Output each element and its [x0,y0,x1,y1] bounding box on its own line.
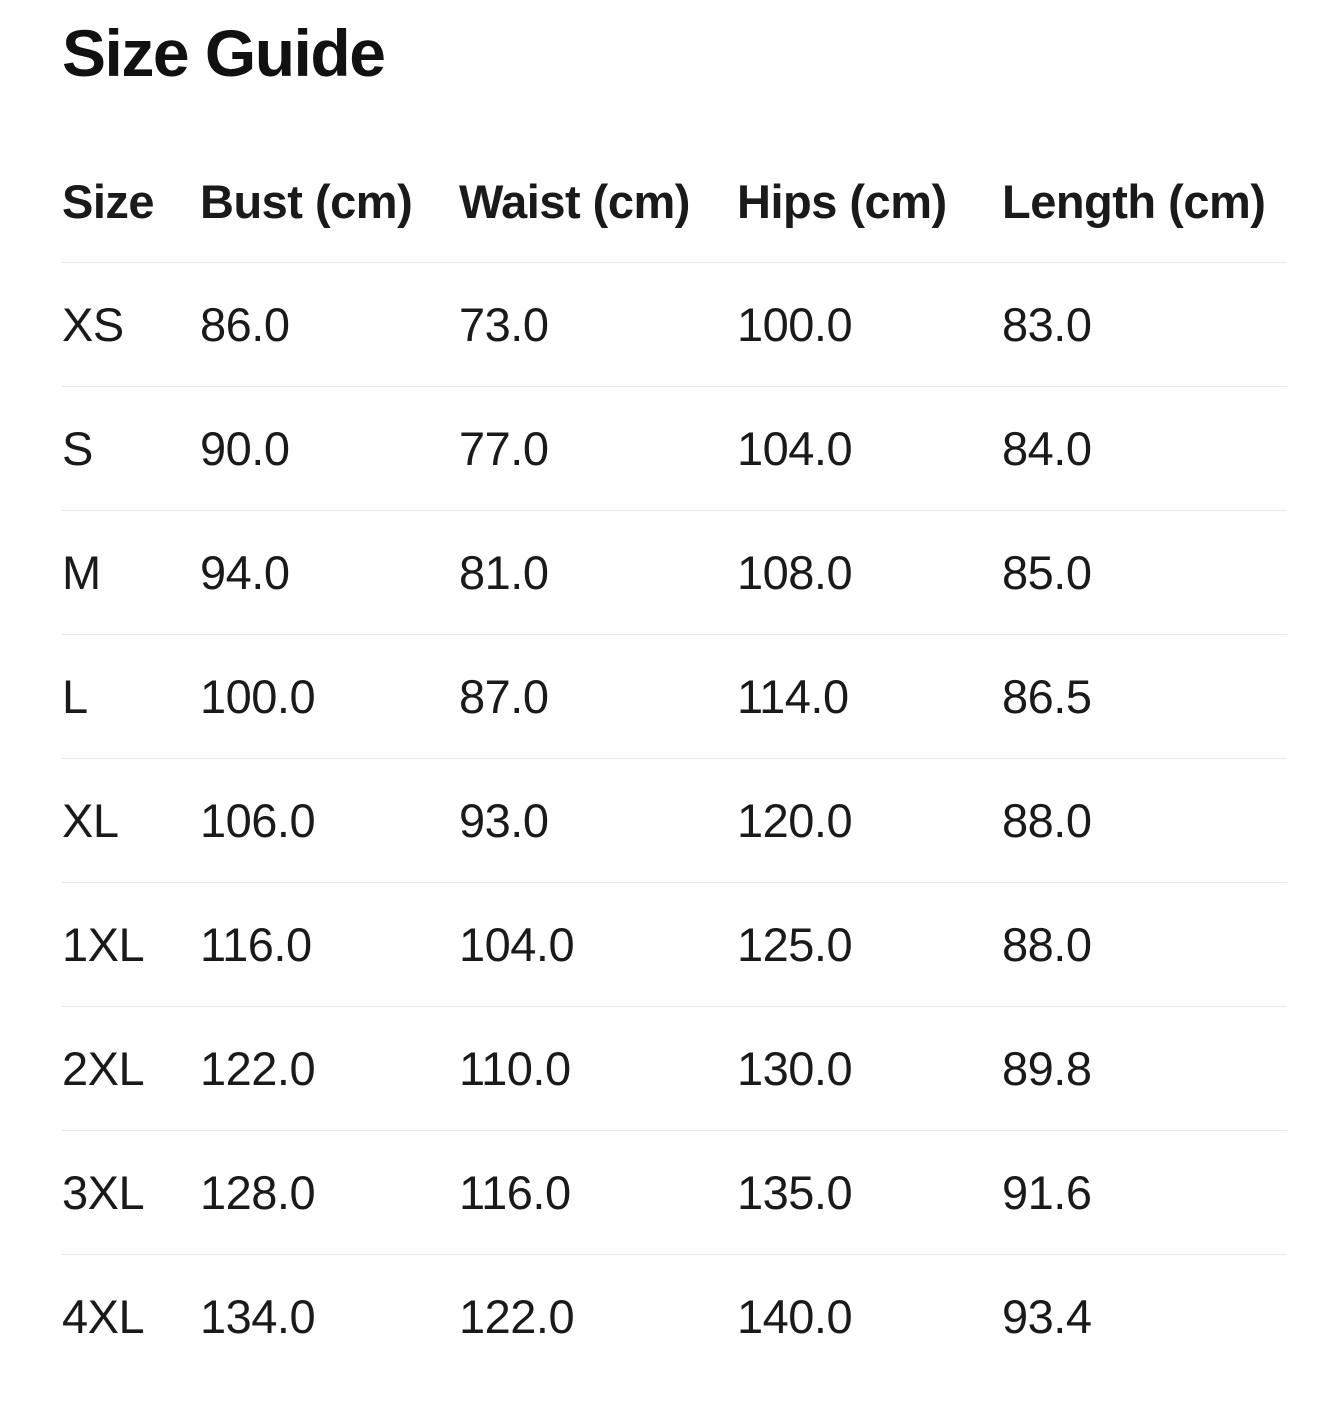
cell-waist: 93.0 [459,758,737,883]
cell-length: 89.8 [1002,1006,1287,1131]
column-header-bust: Bust (cm) [200,140,459,263]
cell-hips: 125.0 [737,882,1002,1007]
cell-waist: 77.0 [459,386,737,511]
table-row: XL 106.0 93.0 120.0 88.0 [62,758,1287,883]
column-header-size: Size [62,140,200,263]
table-row: S 90.0 77.0 104.0 84.0 [62,386,1287,511]
size-guide-table: Size Bust (cm) Waist (cm) Hips (cm) Length (… [62,140,1287,1378]
column-header-waist: Waist (cm) [459,140,737,263]
table-row: 2XL 122.0 110.0 130.0 89.8 [62,1006,1287,1131]
table-body: XS 86.0 73.0 100.0 83.0 S 90.0 77.0 104.0 84.0 M 94… [62,262,1287,1379]
cell-size: 1XL [62,882,200,1007]
cell-bust: 116.0 [200,882,459,1007]
cell-waist: 87.0 [459,634,737,759]
cell-size: M [62,510,200,635]
cell-hips: 140.0 [737,1290,853,1343]
cell-length: 93.4 [1002,1290,1092,1343]
table-header-row: Size Bust (cm) Waist (cm) Hips (cm) Length (… [62,140,1287,263]
cell-length: 88.0 [1002,758,1287,883]
cell-size: L [62,634,200,759]
cell-length: 83.0 [1002,262,1287,387]
cell-size: S [62,386,200,511]
table-row: 4XL 134.0 122.0 140.0 93.4 [62,1255,1287,1379]
cell-bust: 90.0 [200,386,459,511]
cell-hips: 114.0 [737,634,1002,759]
cell-hips: 108.0 [737,510,1002,635]
table-row: XS 86.0 73.0 100.0 83.0 [62,262,1287,387]
cell-size: 4XL [62,1290,145,1343]
cell-length: 88.0 [1002,882,1287,1007]
table-row: L 100.0 87.0 114.0 86.5 [62,634,1287,759]
cell-hips: 120.0 [737,758,1002,883]
cell-waist: 81.0 [459,510,737,635]
cell-waist: 110.0 [459,1006,737,1131]
table-row: 3XL 128.0 116.0 135.0 91.6 [62,1130,1287,1255]
cell-bust: 100.0 [200,634,459,759]
cell-size: 2XL [62,1006,200,1131]
cell-bust: 106.0 [200,758,459,883]
cell-waist: 116.0 [459,1130,737,1255]
page-title: Size Guide [62,16,386,90]
cell-waist: 73.0 [459,262,737,387]
column-header-hips: Hips (cm) [737,140,1002,263]
cell-bust: 86.0 [200,262,459,387]
cell-length: 84.0 [1002,386,1287,511]
cell-length: 86.5 [1002,634,1287,759]
cell-size: XL [62,758,200,883]
column-header-length: Length (cm) [1002,140,1287,263]
cell-length: 91.6 [1002,1130,1287,1255]
table-row: 1XL 116.0 104.0 125.0 88.0 [62,882,1287,1007]
cell-length: 85.0 [1002,510,1287,635]
cell-bust: 122.0 [200,1006,459,1131]
cell-waist: 122.0 [459,1290,575,1343]
cell-size: XS [62,262,200,387]
cell-hips: 104.0 [737,386,1002,511]
cell-bust: 94.0 [200,510,459,635]
cell-bust: 134.0 [200,1290,316,1343]
cell-waist: 104.0 [459,882,737,1007]
cell-size: 3XL [62,1130,200,1255]
cell-hips: 135.0 [737,1130,1002,1255]
table-header: Size Bust (cm) Waist (cm) Hips (cm) Length (… [62,140,1287,263]
cell-hips: 130.0 [737,1006,1002,1131]
cell-bust: 128.0 [200,1130,459,1255]
table-row: M 94.0 81.0 108.0 85.0 [62,510,1287,635]
cell-hips: 100.0 [737,262,1002,387]
